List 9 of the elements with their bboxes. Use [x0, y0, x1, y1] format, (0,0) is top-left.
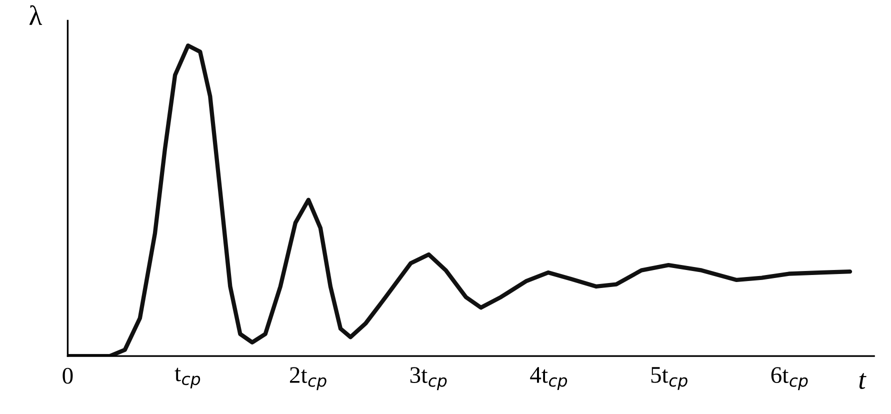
y-axis-title: λ	[29, 5, 42, 25]
x-tick-label: 5t$_{cp}$	[651, 367, 688, 390]
x-tick-label: 6t$_{cp}$	[771, 367, 808, 390]
x-axis-title: t	[859, 373, 866, 389]
x-tick-label: 3t$_{cp}$	[410, 367, 447, 390]
x-tick-label: 4t$_{cp}$	[530, 367, 568, 390]
x-tick-label: 2t$_{cp}$	[290, 367, 326, 390]
x-tick-label: 0	[62, 368, 73, 384]
x-tick-label: t$_{cp}$	[174, 368, 200, 388]
